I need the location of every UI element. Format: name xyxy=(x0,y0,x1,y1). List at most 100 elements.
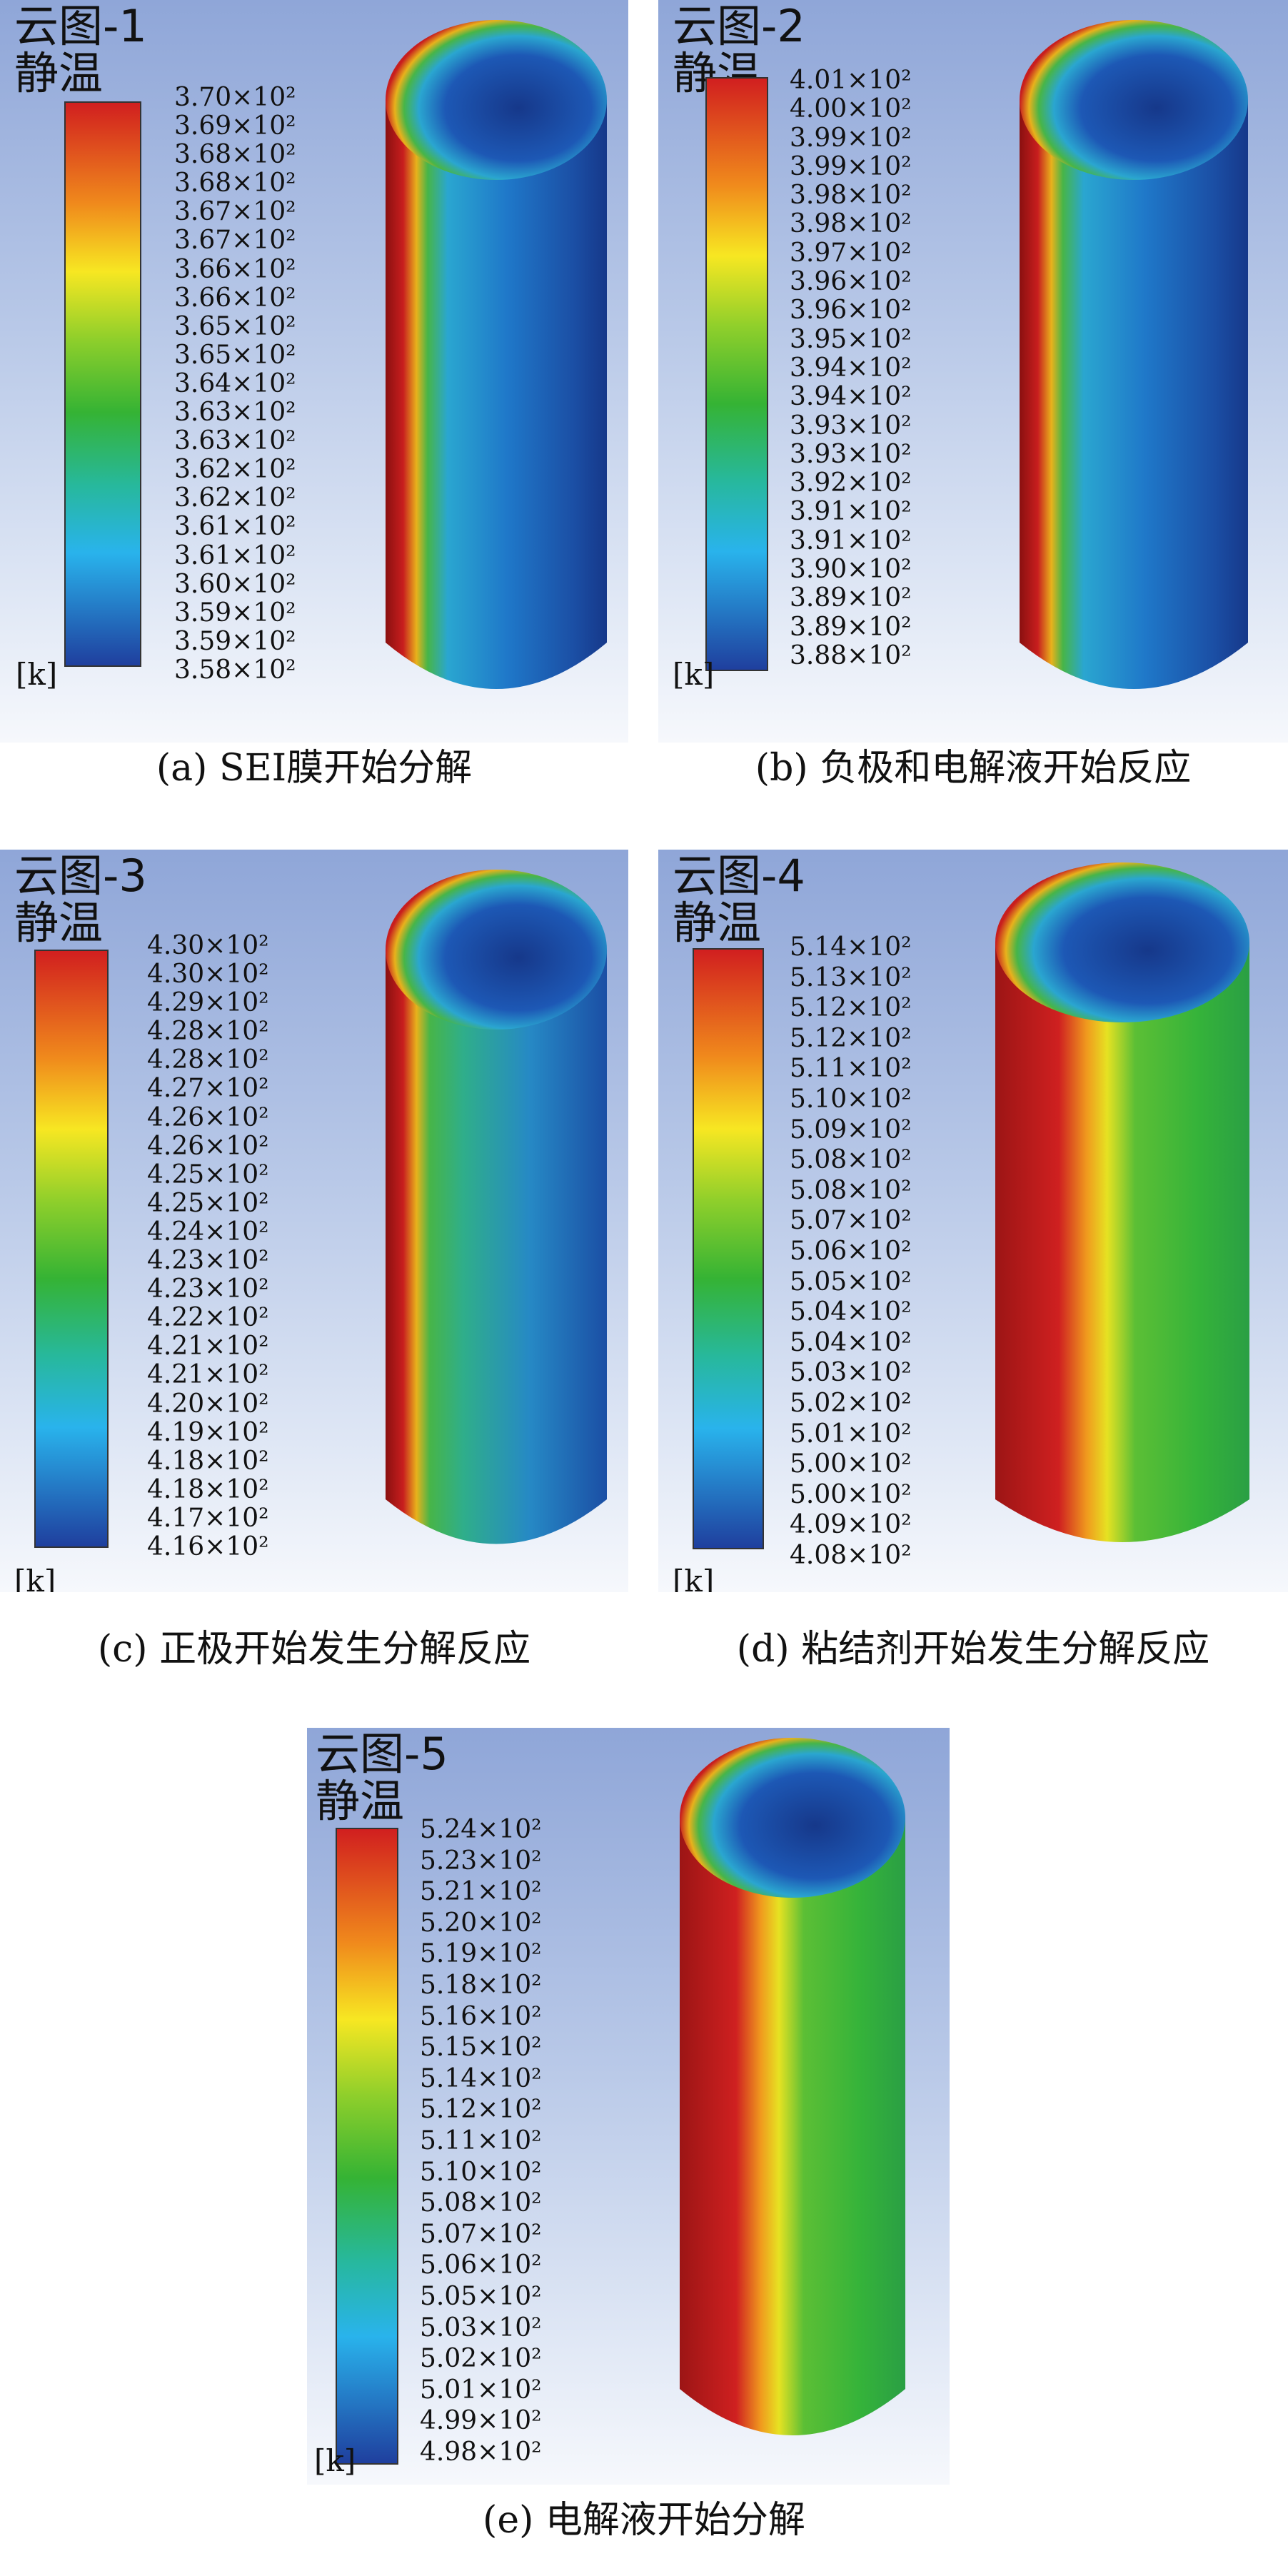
scale-tick-label: 3.99×10² xyxy=(790,123,912,153)
scale-tick-label: 4.01×10² xyxy=(790,66,912,95)
scale-tick-label: 5.13×10² xyxy=(790,962,912,992)
scale-tick-label: 4.28×10² xyxy=(147,1017,269,1047)
scale-tick-label: 4.29×10² xyxy=(147,988,269,1018)
battery-cylinder-model xyxy=(995,862,1249,1542)
contour-panel-2: 云图-2 静温 4.01×10² 4.00×10² 3.99×10² 3.99×10²… xyxy=(658,0,1288,743)
scale-tick-label: 5.23×10² xyxy=(420,1846,542,1876)
scale-tick-label: 3.93×10² xyxy=(790,411,912,441)
scale-tick-label: 3.68×10² xyxy=(174,168,296,198)
scale-tick-label: 5.05×10² xyxy=(790,1267,912,1297)
scale-tick-label: 3.92×10² xyxy=(790,468,912,498)
caption-a: (a) SEI膜开始分解 xyxy=(156,747,473,790)
color-scale-bar xyxy=(693,948,764,1549)
scale-tick-label: 4.25×10² xyxy=(147,1188,269,1218)
scale-tick-label: 4.22×10² xyxy=(147,1303,269,1333)
scale-tick-label: 3.63×10² xyxy=(174,426,296,456)
scale-tick-label: 4.18×10² xyxy=(147,1446,269,1476)
scale-tick-label: 3.68×10² xyxy=(174,140,296,170)
scale-tick-label: 4.23×10² xyxy=(147,1246,269,1276)
scale-tick-label: 4.30×10² xyxy=(147,931,269,960)
scale-tick-label: 3.67×10² xyxy=(174,197,296,227)
unit-label: [k] xyxy=(16,657,58,692)
unit-label: [k] xyxy=(673,1564,715,1592)
scale-tick-label: 5.00×10² xyxy=(790,1449,912,1479)
scale-tick-label: 3.91×10² xyxy=(790,525,912,555)
battery-cylinder-model xyxy=(1020,20,1248,689)
scale-tick-label: 3.99×10² xyxy=(790,151,912,181)
scale-tick-label: 3.63×10² xyxy=(174,398,296,428)
contour-panel-3: 云图-3 静温 4.30×10² 4.30×10² 4.29×10² 4.28×10²… xyxy=(0,850,628,1592)
variable-label: 静温 xyxy=(316,1775,405,1827)
scale-tick-label: 3.66×10² xyxy=(174,283,296,313)
scale-tick-label: 3.89×10² xyxy=(790,612,912,642)
scale-tick-label: 5.07×10² xyxy=(790,1206,912,1236)
scale-tick-label: 4.20×10² xyxy=(147,1389,269,1419)
color-scale-bar xyxy=(705,77,768,671)
scale-tick-label: 3.98×10² xyxy=(790,209,912,239)
scale-tick-label: 4.19×10² xyxy=(147,1417,269,1447)
scale-tick-label: 3.60×10² xyxy=(174,569,296,599)
scale-tick-label: 5.05×10² xyxy=(420,2281,542,2311)
scale-tick-labels: 3.70×10² 3.69×10² 3.68×10² 3.68×10² 3.67×10²… xyxy=(174,84,296,684)
contour-panel-1: 云图-1 静温 3.70×10² 3.69×10² 3.68×10² 3.68×10²… xyxy=(0,0,628,743)
contour-panel-5: 云图-5 静温 5.24×10² 5.23×10² 5.21×10² 5.20×10²… xyxy=(307,1728,950,2485)
scale-tick-label: 5.07×10² xyxy=(420,2219,542,2249)
scale-tick-label: 4.99×10² xyxy=(420,2406,542,2436)
scale-tick-label: 5.18×10² xyxy=(420,1970,542,2000)
scale-tick-label: 4.26×10² xyxy=(147,1131,269,1161)
scale-tick-label: 4.21×10² xyxy=(147,1360,269,1390)
scale-tick-label: 5.08×10² xyxy=(790,1145,912,1175)
color-scale-bar xyxy=(34,950,109,1548)
scale-tick-label: 5.21×10² xyxy=(420,1877,542,1907)
panel-title: 云图-4 xyxy=(673,850,805,902)
unit-label: [k] xyxy=(314,2443,356,2478)
scale-tick-label: 4.26×10² xyxy=(147,1102,269,1132)
scale-tick-label: 4.98×10² xyxy=(420,2437,542,2467)
scale-tick-label: 4.18×10² xyxy=(147,1474,269,1504)
scale-tick-label: 5.19×10² xyxy=(420,1939,542,1969)
scale-tick-label: 5.12×10² xyxy=(790,1023,912,1053)
scale-tick-label: 5.01×10² xyxy=(420,2375,542,2405)
scale-tick-label: 5.08×10² xyxy=(790,1175,912,1205)
scale-tick-label: 3.65×10² xyxy=(174,340,296,370)
scale-tick-label: 3.62×10² xyxy=(174,455,296,485)
scale-tick-label: 3.69×10² xyxy=(174,111,296,141)
scale-tick-labels: 4.01×10² 4.00×10² 3.99×10² 3.99×10² 3.98×10²… xyxy=(790,67,912,670)
scale-tick-label: 5.06×10² xyxy=(420,2250,542,2280)
unit-label: [k] xyxy=(14,1564,56,1592)
scale-tick-label: 3.66×10² xyxy=(174,254,296,284)
panel-title-block: 云图-1 静温 xyxy=(14,3,147,97)
panel-title-block: 云图-4 静温 xyxy=(673,852,805,947)
scale-tick-label: 5.20×10² xyxy=(420,1908,542,1938)
scale-tick-label: 5.00×10² xyxy=(790,1479,912,1509)
panel-title: 云图-5 xyxy=(316,1728,448,1780)
scale-tick-labels: 5.24×10² 5.23×10² 5.21×10² 5.20×10² 5.19×10²… xyxy=(420,1816,542,2466)
scale-tick-label: 3.65×10² xyxy=(174,311,296,341)
variable-label: 静温 xyxy=(14,897,104,949)
scale-tick-label: 4.30×10² xyxy=(147,960,269,990)
scale-tick-label: 3.61×10² xyxy=(174,540,296,570)
scale-tick-label: 5.06×10² xyxy=(790,1236,912,1266)
scale-tick-label: 3.98×10² xyxy=(790,181,912,211)
panel-title: 云图-1 xyxy=(14,0,147,52)
scale-tick-label: 3.64×10² xyxy=(174,368,296,398)
scale-tick-label: 3.67×10² xyxy=(174,226,296,256)
scale-tick-label: 5.04×10² xyxy=(790,1327,912,1357)
scale-tick-label: 3.96×10² xyxy=(790,267,912,297)
panel-title: 云图-2 xyxy=(673,0,805,52)
scale-tick-label: 5.12×10² xyxy=(790,993,912,1023)
scale-tick-label: 5.12×10² xyxy=(420,2095,542,2125)
scale-tick-label: 4.27×10² xyxy=(147,1074,269,1104)
battery-cylinder-model xyxy=(386,20,607,689)
scale-tick-label: 4.16×10² xyxy=(147,1531,269,1561)
scale-tick-label: 5.04×10² xyxy=(790,1297,912,1327)
scale-tick-label: 5.01×10² xyxy=(790,1419,912,1449)
battery-cylinder-model xyxy=(386,870,607,1544)
panel-title-block: 云图-5 静温 xyxy=(316,1731,448,1825)
scale-tick-label: 3.59×10² xyxy=(174,626,296,656)
contour-panel-4: 云图-4 静温 5.14×10² 5.13×10² 5.12×10² 5.12×10²… xyxy=(658,850,1288,1592)
scale-tick-label: 5.16×10² xyxy=(420,2001,542,2031)
scale-tick-label: 5.15×10² xyxy=(420,2033,542,2063)
variable-label: 静温 xyxy=(14,47,104,99)
scale-tick-label: 5.11×10² xyxy=(790,1054,912,1084)
